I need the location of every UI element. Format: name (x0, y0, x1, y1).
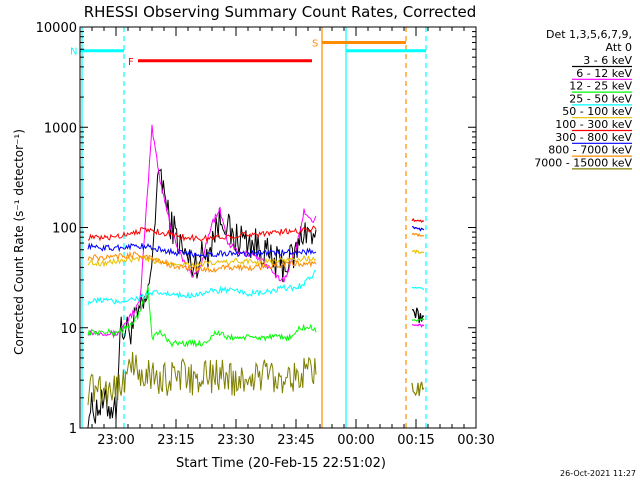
x-tick-label-4: 00:00 (337, 433, 374, 448)
legend-label-6: 300 - 800 keV (555, 131, 632, 144)
series-trace-6-segment2 (411, 226, 425, 232)
x-axis-label: Start Time (20-Feb-15 22:51:02) (176, 456, 386, 471)
legend-label-1: 6 - 12 keV (576, 67, 632, 80)
series-trace-4 (87, 254, 317, 268)
y-tick-label-3: 1000 (44, 121, 77, 136)
series-trace-3 (87, 270, 317, 306)
series-trace-7 (87, 250, 317, 274)
series-trace-3-segment2 (411, 286, 425, 291)
series-trace-2-segment2 (411, 317, 425, 322)
legend-label-2: 12 - 25 keV (569, 80, 632, 93)
x-tick-label-0: 23:00 (97, 433, 134, 448)
x-tick-label-3: 23:45 (277, 433, 314, 448)
legend-header-line1: Det 1,3,5,6,7,9, (546, 28, 632, 41)
y-tick-label-1: 10 (60, 322, 77, 337)
series-trace-8 (87, 351, 317, 406)
flag-label-3: S (312, 39, 318, 50)
footer-timestamp: 26-Oct-2021 11:27 (560, 469, 636, 478)
legend-label-4: 50 - 100 keV (562, 105, 632, 118)
x-tick-label-2: 23:30 (217, 433, 254, 448)
series-trace-7-segment2 (411, 232, 425, 238)
legend-label-7: 800 - 7000 keV (548, 144, 632, 157)
series-trace-8-segment2 (411, 381, 425, 397)
flag-label-2: F (128, 57, 134, 68)
x-tick-label-1: 23:15 (157, 433, 194, 448)
flag-label-0: N (70, 47, 77, 58)
series-trace-5-segment2 (411, 217, 425, 223)
x-tick-label-6: 00:30 (457, 433, 494, 448)
y-axis-label: Corrected Count Rate (s⁻¹ detector⁻¹) (12, 129, 26, 355)
legend-label-3: 25 - 50 keV (569, 92, 632, 105)
y-tick-label-4: 10000 (36, 21, 77, 36)
y-tick-label-0: 1 (69, 422, 77, 437)
series-trace-6 (87, 242, 317, 259)
series-trace-1 (87, 124, 317, 339)
legend-label-8: 7000 - 15000 keV (534, 156, 632, 169)
plot-area: N F S 1 10 100 1000 10000 23:00 23:15 23:30 23:45 00… (36, 21, 495, 448)
series-trace-1-segment2 (411, 323, 425, 328)
y-tick-label-2: 100 (52, 222, 77, 237)
legend-label-0: 3 - 6 keV (583, 54, 632, 67)
series-trace-4-segment2 (411, 249, 425, 255)
legend-label-5: 100 - 300 keV (555, 118, 632, 131)
chart-title: RHESSI Observing Summary Count Rates, Co… (84, 3, 477, 21)
x-tick-label-5: 00:15 (397, 433, 434, 448)
series-trace-5 (87, 225, 317, 243)
series-trace-2 (87, 285, 317, 348)
legend-header-line2: Att 0 (606, 41, 632, 54)
